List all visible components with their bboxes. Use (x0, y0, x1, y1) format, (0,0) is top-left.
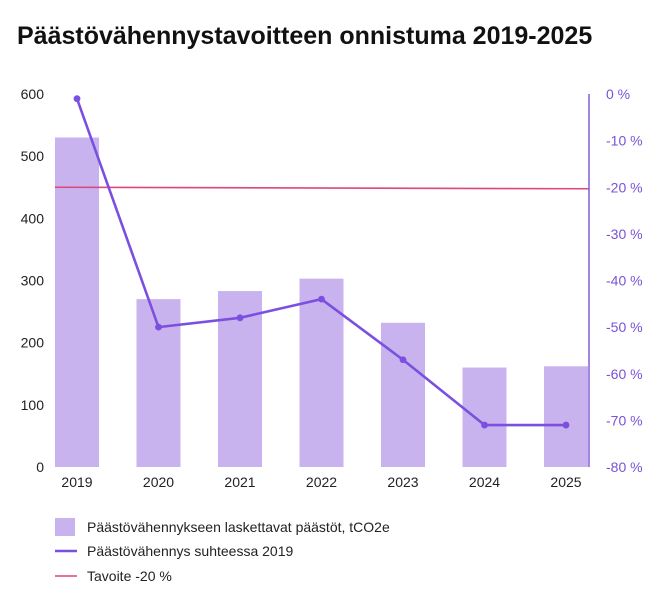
reduction-point-2025 (562, 421, 570, 429)
x-tick-label: 2022 (306, 474, 337, 490)
legend-label: Päästövähennykseen laskettavat päästöt, … (87, 519, 390, 535)
left-axis: 0 100 200 300 400 500 600 (21, 86, 45, 475)
right-tick-label: -60 % (606, 366, 643, 382)
reduction-point-2019 (73, 95, 81, 103)
bar-2022 (299, 278, 344, 467)
target-line-group (54, 186, 590, 190)
reduction-point-2020 (155, 323, 162, 331)
left-tick-label: 300 (21, 273, 45, 289)
bar-2025 (544, 366, 588, 467)
x-tick-label: 2020 (143, 474, 174, 490)
legend-label: Tavoite -20 % (87, 568, 172, 584)
right-axis: 0 % -10 % -20 % -30 % -40 % -50 % -60 % -70 % -8… (588, 86, 643, 475)
legend: Päästövähennykseen laskettavat päästöt, … (55, 518, 390, 584)
x-tick-label: 2025 (550, 474, 581, 490)
right-tick-label: -30 % (606, 226, 643, 242)
x-tick-label: 2024 (469, 474, 500, 490)
legend-label: Päästövähennys suhteessa 2019 (87, 543, 293, 559)
x-tick-label: 2019 (61, 474, 92, 490)
left-tick-label: 400 (21, 210, 45, 226)
x-tick-label: 2021 (224, 474, 255, 490)
right-tick-label: -80 % (606, 459, 643, 475)
reduction-point-2023 (399, 356, 407, 364)
right-tick-label: -20 % (606, 179, 643, 195)
right-tick-label: -40 % (606, 273, 643, 289)
legend-swatch-bars (55, 518, 75, 536)
chart-title: Päästövähennystavoitteen onnistuma 2019-… (17, 22, 592, 50)
right-tick-label: -10 % (606, 133, 643, 149)
reduction-point-2021 (236, 314, 244, 322)
bar-2023 (381, 322, 425, 467)
right-tick-label: -70 % (606, 412, 643, 428)
left-tick-label: 500 (21, 148, 45, 164)
reduction-line-group (73, 95, 570, 429)
left-tick-label: 100 (21, 397, 45, 413)
x-tick-label: 2023 (387, 474, 418, 490)
left-tick-label: 200 (21, 335, 45, 351)
reduction-point-2024 (481, 421, 488, 429)
bar-2024 (462, 367, 507, 467)
target-line (54, 186, 590, 190)
reduction-point-2022 (318, 295, 325, 303)
left-tick-label: 600 (21, 86, 45, 102)
bar-2019 (55, 137, 99, 467)
right-tick-label: 0 % (606, 86, 630, 102)
x-axis: 2019 2020 2021 2022 2023 2024 2025 (61, 474, 581, 490)
left-tick-label: 0 (36, 459, 44, 475)
right-tick-label: -50 % (606, 319, 643, 335)
